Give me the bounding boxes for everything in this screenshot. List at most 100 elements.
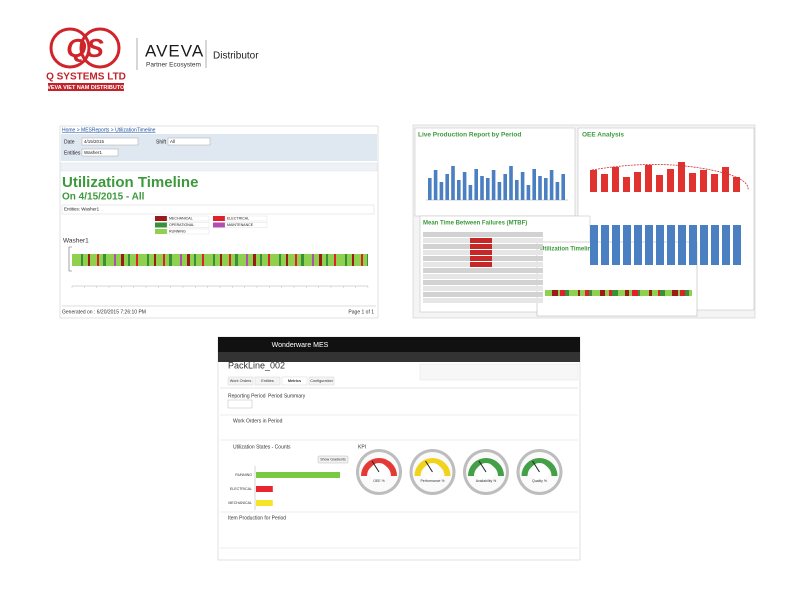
show-gradients-label[interactable]: Show Gradients <box>320 457 346 461</box>
timeline-segment <box>328 254 334 266</box>
status-strip <box>419 363 579 381</box>
period-summary: Period Summary <box>268 393 306 399</box>
tab-label[interactable]: Entities <box>261 379 274 383</box>
thumbnail-row <box>423 292 543 297</box>
thumbnail-segment <box>649 290 652 296</box>
date-input[interactable] <box>81 137 139 146</box>
thumbnail-bar <box>468 185 473 200</box>
thumbnail-bar <box>645 165 652 192</box>
thumbnail-cell <box>470 256 492 261</box>
entities-box <box>61 204 375 215</box>
timeline-segment <box>281 254 286 266</box>
thumbnail-bar <box>667 169 674 192</box>
tab[interactable] <box>308 376 335 386</box>
shift-select[interactable] <box>167 137 211 146</box>
timeline-segment <box>147 254 149 266</box>
thumbnail-bar <box>439 182 444 200</box>
tagline: AVEVA VIET NAM DISTRIBUTOR <box>44 85 129 91</box>
collage-screenshot: Live Production Report by Period OEE Ana… <box>412 124 756 319</box>
thumbnail-bar <box>445 174 449 200</box>
legend-box <box>224 215 268 222</box>
timeline-segment <box>83 254 88 266</box>
legend-swatch <box>213 216 225 221</box>
thumbnail-segment <box>645 290 649 296</box>
thumbnail-row <box>423 268 543 273</box>
thumbnail-segment <box>592 290 598 296</box>
timeline-segment <box>116 254 121 266</box>
timeline-segment <box>99 254 103 266</box>
thumbnail-segment <box>565 290 569 296</box>
thumbnail-segment <box>598 290 600 296</box>
thumbnail-segment <box>558 290 560 296</box>
tab-label[interactable]: Metrics <box>288 379 301 383</box>
timeline-segment <box>222 254 229 266</box>
entity-select[interactable] <box>81 148 119 157</box>
thumbnail-cell <box>470 238 492 243</box>
timeline-segment <box>136 254 138 266</box>
thumbnail-segment <box>665 290 669 296</box>
timeline-segment <box>106 254 112 266</box>
tab[interactable] <box>254 376 281 386</box>
thumbnail-segment <box>605 290 609 296</box>
legend-box <box>166 228 210 235</box>
thumbnail-bar <box>590 225 598 265</box>
timeline-segment <box>352 254 354 266</box>
legend-swatch <box>155 229 167 234</box>
breadcrumb[interactable]: Home > MESReports > UtilizationTimeline <box>62 127 156 133</box>
thumbnail-bar <box>538 176 542 200</box>
gauge-band <box>521 458 558 477</box>
production-title: Live Production Report by Period <box>418 132 521 139</box>
bracket <box>68 246 72 272</box>
timeline-segment <box>361 254 363 266</box>
state-bar <box>256 500 273 506</box>
thumbnail-bar <box>667 225 675 265</box>
gauge-label: Availability % <box>476 479 497 483</box>
show-gradients-button[interactable] <box>317 455 349 464</box>
thumbnail-segment <box>660 290 665 296</box>
thumbnail-bar <box>486 178 490 200</box>
state-label: ELECTRICAL <box>230 487 252 491</box>
thumbnail-segment <box>560 290 565 296</box>
thumbnail-bar <box>515 180 519 200</box>
thumbnail-segment <box>585 290 589 296</box>
tab[interactable] <box>227 376 254 386</box>
tab-label[interactable]: Work Orders <box>230 379 252 383</box>
period-select[interactable] <box>227 399 253 409</box>
thumbnail-row <box>423 232 543 237</box>
timeline-segment <box>288 254 295 266</box>
thumbnail-segment <box>638 290 640 296</box>
shift-value: All <box>170 139 175 144</box>
item-production: Item Production for Period <box>228 515 286 521</box>
thumbnail-segment <box>640 290 645 296</box>
oee-title: OEE Analysis <box>582 132 624 139</box>
state-bar <box>256 472 340 478</box>
timeline-title: Utilization Timeline <box>540 247 595 253</box>
gauge-needle <box>532 460 540 473</box>
page-number: Page 1 of 1 <box>348 309 374 315</box>
thumbnail-row <box>423 274 543 279</box>
reporting-period: Reporting Period <box>228 393 266 399</box>
timeline-segment <box>144 254 147 266</box>
thumbnail-segment <box>580 290 585 296</box>
timeline-segment <box>279 254 281 266</box>
timeline-segment <box>90 254 97 266</box>
tab[interactable] <box>281 376 308 386</box>
thumbnail-segment <box>552 290 558 296</box>
timeline-segment <box>72 254 78 266</box>
thumbnail-segment <box>609 290 612 296</box>
thumbnail-bar <box>700 225 708 265</box>
timeline-segment <box>326 254 328 266</box>
entities-label: Entities <box>64 150 81 156</box>
timeline-segment <box>253 254 256 266</box>
tab-label[interactable]: Configuration <box>310 379 333 383</box>
state-label: MECHANICAL <box>228 501 252 505</box>
thumbnail-bar <box>520 172 525 200</box>
kpi-title: KPI <box>358 444 366 450</box>
timeline-segment <box>196 254 202 266</box>
thumbnail-segment <box>658 290 660 296</box>
timeline-segment <box>347 254 352 266</box>
thumbnail-bar <box>462 172 467 200</box>
legend-label: RUNNING <box>169 230 186 234</box>
generated-on: Generated on : 6/20/2015 7:26:10 PM <box>62 309 146 315</box>
brand: AVEVA <box>145 41 204 60</box>
